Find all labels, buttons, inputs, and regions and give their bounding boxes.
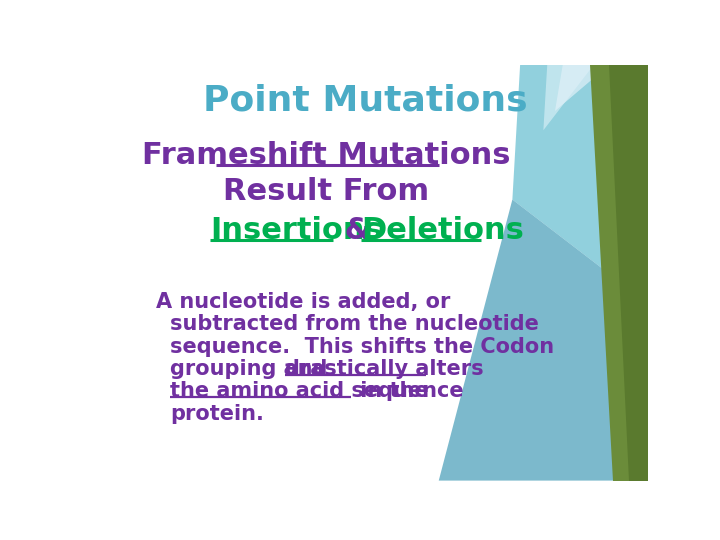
Text: sequence.  This shifts the Codon: sequence. This shifts the Codon (170, 336, 554, 356)
Text: A nucleotide is added, or: A nucleotide is added, or (156, 292, 450, 312)
Text: protein.: protein. (170, 403, 264, 423)
Polygon shape (544, 65, 594, 130)
Text: subtracted from the nucleotide: subtracted from the nucleotide (170, 314, 539, 334)
Text: the amino acid sequence: the amino acid sequence (170, 381, 464, 401)
Text: &: & (334, 216, 382, 245)
Text: Point Mutations: Point Mutations (203, 84, 528, 118)
Polygon shape (513, 65, 648, 303)
Text: Result From: Result From (223, 177, 429, 206)
Polygon shape (570, 65, 648, 219)
Text: Insertions: Insertions (210, 216, 383, 245)
Text: grouping and: grouping and (170, 359, 335, 379)
Polygon shape (438, 200, 648, 481)
Text: Deletions: Deletions (361, 216, 524, 245)
Polygon shape (590, 65, 648, 481)
Text: in the: in the (353, 381, 428, 401)
Text: drastically alters: drastically alters (284, 359, 483, 379)
Polygon shape (555, 65, 609, 111)
Polygon shape (609, 65, 648, 481)
Text: Frameshift Mutations: Frameshift Mutations (142, 141, 510, 170)
